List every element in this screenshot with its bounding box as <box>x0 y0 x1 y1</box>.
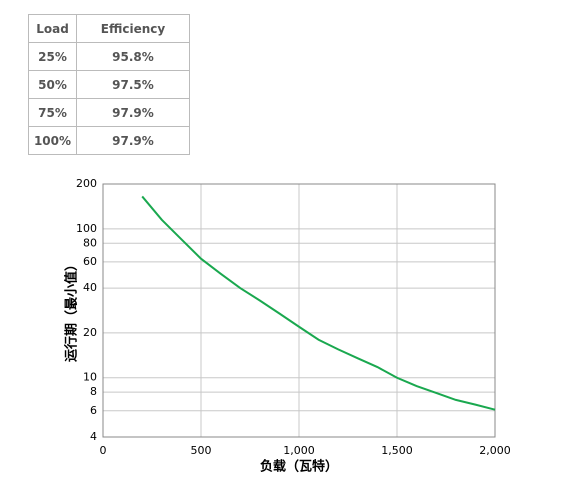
table-row: 75% 97.9% <box>28 98 190 127</box>
efficiency-table: Load Efficiency 25% 95.8% 50% 97.5% 75% 97.9%… <box>28 14 190 155</box>
table-cell: 95.8% <box>76 42 190 71</box>
y-tick-label: 100 <box>76 222 97 235</box>
table-cell: 97.9% <box>76 126 190 155</box>
y-tick-label: 40 <box>83 281 97 294</box>
table-body: 25% 95.8% 50% 97.5% 75% 97.9% 100% 97.9% <box>28 42 190 155</box>
table-row: 50% 97.5% <box>28 70 190 99</box>
data-line <box>141 195 496 411</box>
table-row: 100% 97.9% <box>28 126 190 155</box>
table-cell: 100% <box>28 126 77 155</box>
x-tick-label: 500 <box>191 444 212 457</box>
table-header: Load Efficiency <box>28 14 190 43</box>
table-cell: 97.5% <box>76 70 190 99</box>
y-tick-label: 200 <box>76 177 97 190</box>
x-tick-label: 0 <box>100 444 107 457</box>
x-axis-label: 负载（瓦特） <box>260 459 338 475</box>
y-tick-label: 60 <box>83 255 97 268</box>
y-tick-label: 10 <box>83 371 97 384</box>
y-tick-label: 4 <box>90 430 97 443</box>
table-cell: 97.9% <box>76 98 190 127</box>
y-axis-label: 运行期（最小值） <box>64 258 80 362</box>
table-row: 25% 95.8% <box>28 42 190 71</box>
header-cell: Efficiency <box>76 14 190 43</box>
y-tick-label: 8 <box>90 385 97 398</box>
x-tick-label: 2,000 <box>479 444 511 457</box>
header-cell: Load <box>28 14 77 43</box>
y-tick-label: 6 <box>90 404 97 417</box>
y-tick-label: 80 <box>83 236 97 249</box>
x-tick-label: 1,000 <box>283 444 315 457</box>
plot-frame <box>102 183 496 438</box>
x-tick-label: 1,500 <box>381 444 413 457</box>
table-cell: 75% <box>28 98 77 127</box>
y-tick-label: 20 <box>83 326 97 339</box>
